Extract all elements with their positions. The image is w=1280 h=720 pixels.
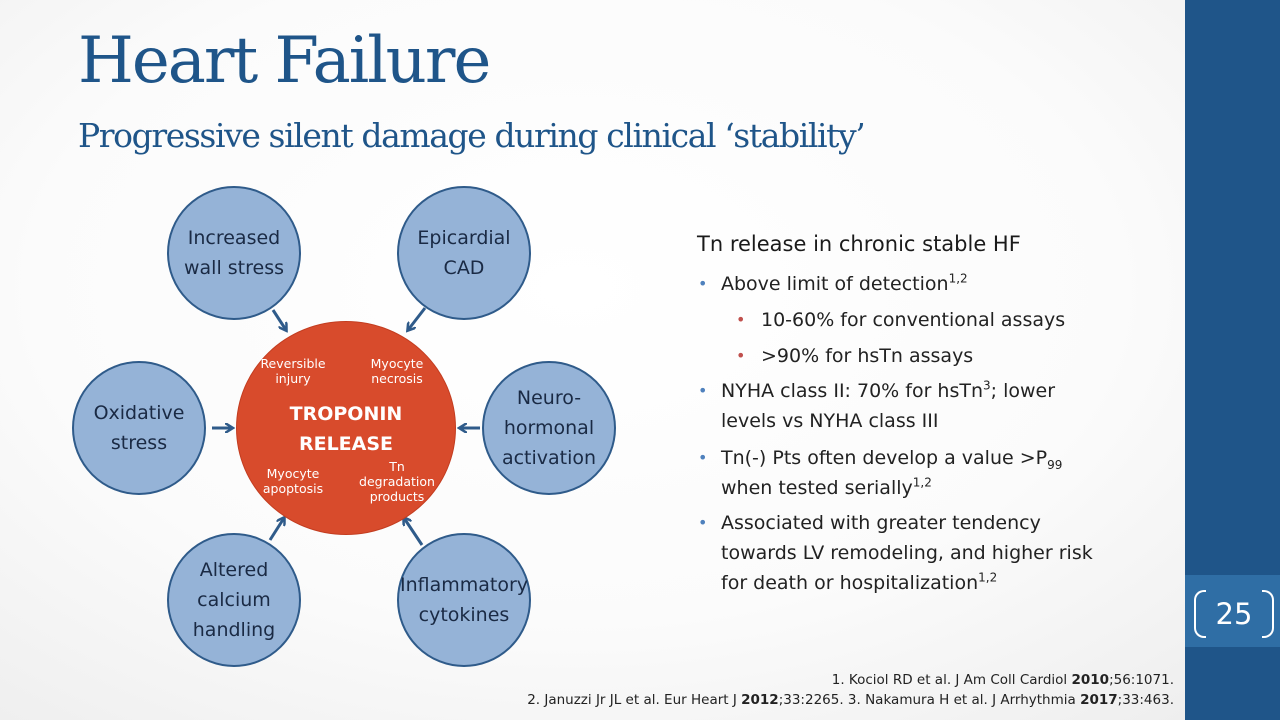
center-label-line2: RELEASE	[298, 433, 394, 455]
bullet-tn-negative: Tn(-) Pts often develop a value >P99	[721, 443, 1062, 473]
bullet-tn-negative-line2: when tested serially1,2	[721, 473, 932, 503]
quadrant-tn-degradation: Tn degradation products	[359, 459, 435, 504]
ref-text: 2. Januzzi Jr JL et al. Eur Heart J	[527, 692, 742, 708]
quadrant-myocyte-apoptosis: Myocyte apoptosis	[262, 466, 324, 496]
quadrant-myocyte-necrosis: Myocyte necrosis	[370, 356, 424, 386]
bullet-dot: •	[698, 513, 708, 532]
arrow-calcium	[268, 518, 284, 541]
bullet-text: ; lower	[990, 380, 1056, 402]
troponin-release-circle	[236, 321, 456, 535]
subscript: 99	[1047, 457, 1063, 472]
arrow-wall-stress	[271, 309, 286, 330]
citation: 1,2	[978, 570, 998, 585]
circle-epicardial-cad: Epicardial CAD	[397, 186, 531, 320]
ref-text: ;56:1071.	[1109, 672, 1174, 688]
left-bracket	[1194, 590, 1206, 638]
ref-text: ;33:463.	[1117, 692, 1174, 708]
sub-bullet-hstn: >90% for hsTn assays	[761, 345, 974, 367]
bullet-text: for death or hospitalization	[721, 572, 979, 594]
circle-calcium-handling: Altered calcium handling	[167, 533, 301, 667]
bullet-dot: •	[698, 274, 708, 293]
bullet-dot: •	[698, 381, 708, 400]
ref-year: 2010	[1071, 672, 1110, 688]
circle-inflammatory-cytokines: Inflammatory cytokines	[397, 533, 531, 667]
circle-oxidative-stress: Oxidative stress	[72, 361, 206, 495]
arrow-cad	[408, 307, 427, 330]
reference-1: 1. Kociol RD et al. J Am Coll Cardiol 20…	[832, 672, 1174, 688]
right-bracket	[1262, 590, 1274, 638]
bullet-nyha: NYHA class II: 70% for hsTn3; lower	[721, 376, 1055, 406]
sub-bullet-dot: •	[736, 346, 746, 365]
bullet-text: NYHA class II: 70% for hsTn	[721, 380, 984, 402]
reference-2: 2. Januzzi Jr JL et al. Eur Heart J 2012…	[527, 692, 1174, 708]
ref-year: 2012	[741, 692, 779, 708]
bullet-nyha-line2: levels vs NYHA class III	[721, 410, 939, 432]
sub-bullet-conventional: 10-60% for conventional assays	[761, 309, 1066, 331]
arrow-cytokines	[404, 518, 424, 546]
ref-text: ;33:2265. 3. Nakamura H et al. J Arrhyth…	[778, 692, 1081, 708]
bullet-associated: Associated with greater tendency	[721, 512, 1041, 534]
ref-text: 1. Kociol RD et al. J Am Coll Cardiol	[831, 672, 1072, 688]
center-label-line1: TROPONIN	[289, 403, 403, 425]
bullet-text: when tested serially	[721, 477, 913, 499]
findings-heading: Tn release in chronic stable HF	[697, 232, 1021, 256]
slide-subtitle: Progressive silent damage during clinica…	[78, 116, 866, 155]
ref-year: 2017	[1080, 692, 1118, 708]
citation: 1,2	[912, 475, 932, 490]
bullet-associated-line3: for death or hospitalization1,2	[721, 568, 997, 598]
bullet-text: Tn(-) Pts often develop a value >P	[721, 447, 1048, 469]
circle-wall-stress: Increased wall stress	[167, 186, 301, 320]
slide-title: Heart Failure	[78, 24, 491, 98]
bullet-dot: •	[698, 448, 708, 467]
sub-bullet-dot: •	[736, 310, 746, 329]
bullet-text: Above limit of detection	[721, 273, 949, 295]
bullet-detection: Above limit of detection1,2	[721, 269, 968, 299]
page-number: 25	[1215, 597, 1253, 631]
circle-neurohormonal: Neuro- hormonal activation	[482, 361, 616, 495]
quadrant-reversible-injury: Reversible injury	[260, 356, 326, 386]
citation: 1,2	[948, 271, 968, 286]
bullet-associated-line2: towards LV remodeling, and higher risk	[721, 542, 1093, 564]
citation: 3	[983, 378, 991, 393]
